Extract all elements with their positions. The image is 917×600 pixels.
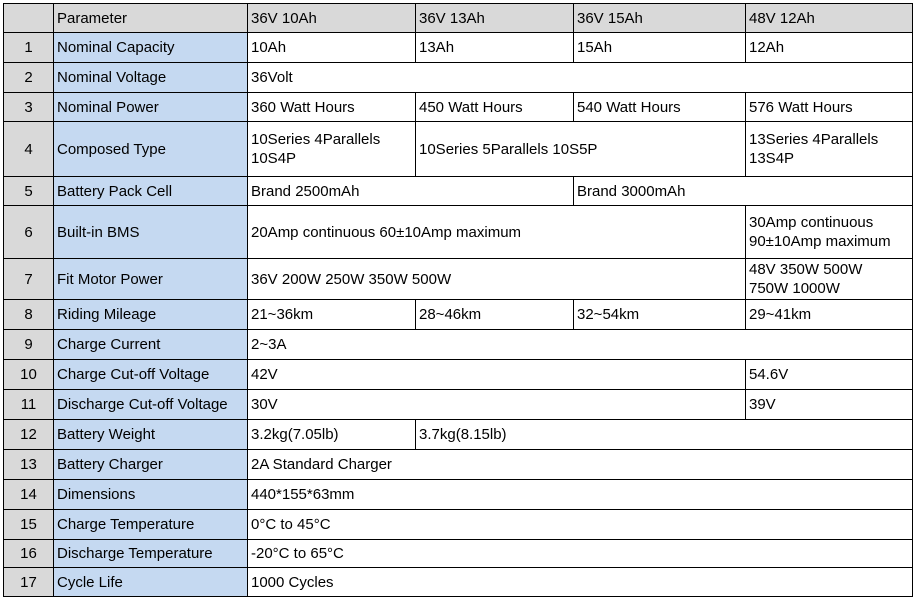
row-value: 54.6V (745, 359, 913, 390)
row-value: 3.7kg(8.15lb) (415, 419, 913, 450)
row-value: 3.2kg(7.05lb) (247, 419, 416, 450)
table-row: 12 Battery Weight 3.2kg(7.05lb) 3.7kg(8.15l… (3, 419, 913, 450)
row-index: 5 (3, 176, 54, 206)
row-value: 29~41km (745, 299, 913, 330)
row-value: 2A Standard Charger (247, 449, 913, 480)
row-parameter: Discharge Temperature (53, 539, 248, 568)
row-index: 13 (3, 449, 54, 480)
row-value: 32~54km (573, 299, 746, 330)
row-value: 20Amp continuous 60±10Amp maximum (247, 205, 746, 259)
row-value: 10Ah (247, 32, 416, 63)
row-index: 2 (3, 62, 54, 93)
row-value: 10Series 4Parallels 10S4P (247, 121, 416, 177)
spec-table: Parameter 36V 10Ah 36V 13Ah 36V 15Ah 48V 12A… (3, 3, 913, 597)
table-row: 1 Nominal Capacity 10Ah 13Ah 15Ah 12Ah (3, 32, 913, 63)
row-parameter: Fit Motor Power (53, 258, 248, 300)
table-row: 7 Fit Motor Power 36V 200W 250W 350W 500W 4… (3, 258, 913, 300)
table-row: 5 Battery Pack Cell Brand 2500mAh Brand 300… (3, 176, 913, 206)
row-value: Brand 3000mAh (573, 176, 913, 206)
row-value: 10Series 5Parallels 10S5P (415, 121, 746, 177)
row-parameter: Charge Temperature (53, 509, 248, 540)
row-value: 36Volt (247, 62, 913, 93)
row-value: 36V 200W 250W 350W 500W (247, 258, 746, 300)
header-cell: 36V 10Ah (247, 3, 416, 33)
table-row: 15 Charge Temperature 0°C to 45°C (3, 509, 913, 540)
row-parameter: Battery Pack Cell (53, 176, 248, 206)
row-parameter: Charge Cut-off Voltage (53, 359, 248, 390)
row-parameter: Built-in BMS (53, 205, 248, 259)
row-value: 360 Watt Hours (247, 92, 416, 122)
row-index: 15 (3, 509, 54, 540)
row-value: 576 Watt Hours (745, 92, 913, 122)
row-value: 440*155*63mm (247, 479, 913, 510)
row-index: 17 (3, 567, 54, 597)
header-cell: Parameter (53, 3, 248, 33)
row-index: 12 (3, 419, 54, 450)
row-parameter: Riding Mileage (53, 299, 248, 330)
table-row: 2 Nominal Voltage 36Volt (3, 62, 913, 93)
row-index: 16 (3, 539, 54, 568)
row-index: 10 (3, 359, 54, 390)
row-value: 48V 350W 500W 750W 1000W (745, 258, 913, 300)
row-parameter: Composed Type (53, 121, 248, 177)
row-index: 14 (3, 479, 54, 510)
header-cell: 36V 15Ah (573, 3, 746, 33)
table-row: 14 Dimensions 440*155*63mm (3, 479, 913, 510)
row-value: 12Ah (745, 32, 913, 63)
row-value: 39V (745, 389, 913, 420)
row-parameter: Dimensions (53, 479, 248, 510)
table-row: 8 Riding Mileage 21~36km 28~46km 32~54km 29~4… (3, 299, 913, 330)
table-row: 6 Built-in BMS 20Amp continuous 60±10Amp m… (3, 205, 913, 259)
row-value: 42V (247, 359, 746, 390)
row-parameter: Nominal Capacity (53, 32, 248, 63)
table-row: 3 Nominal Power 360 Watt Hours 450 Watt Hou… (3, 92, 913, 122)
row-value: 0°C to 45°C (247, 509, 913, 540)
row-index: 9 (3, 329, 54, 360)
row-value: 13Ah (415, 32, 574, 63)
row-value: 1000 Cycles (247, 567, 913, 597)
row-value: -20°C to 65°C (247, 539, 913, 568)
header-corner (3, 3, 54, 33)
table-body: Parameter 36V 10Ah 36V 13Ah 36V 15Ah 48V 12A… (3, 3, 913, 597)
row-parameter: Nominal Power (53, 92, 248, 122)
header-cell: 36V 13Ah (415, 3, 574, 33)
row-parameter: Charge Current (53, 329, 248, 360)
row-index: 4 (3, 121, 54, 177)
row-value: 13Series 4Parallels 13S4P (745, 121, 913, 177)
table-row: 13 Battery Charger 2A Standard Charger (3, 449, 913, 480)
row-parameter: Nominal Voltage (53, 62, 248, 93)
row-value: 15Ah (573, 32, 746, 63)
row-value: 540 Watt Hours (573, 92, 746, 122)
row-parameter: Cycle Life (53, 567, 248, 597)
header-cell: 48V 12Ah (745, 3, 913, 33)
row-value: 450 Watt Hours (415, 92, 574, 122)
row-value: 28~46km (415, 299, 574, 330)
table-row: 4 Composed Type 10Series 4Parallels 10S4P 1… (3, 121, 913, 177)
row-value: 21~36km (247, 299, 416, 330)
row-parameter: Battery Weight (53, 419, 248, 450)
row-value: 30Amp continuous 90±10Amp maximum (745, 205, 913, 259)
row-value: 30V (247, 389, 746, 420)
row-index: 8 (3, 299, 54, 330)
row-value: 2~3A (247, 329, 913, 360)
row-index: 7 (3, 258, 54, 300)
table-row: Parameter 36V 10Ah 36V 13Ah 36V 15Ah 48V 12A… (3, 3, 913, 33)
row-index: 6 (3, 205, 54, 259)
row-value: Brand 2500mAh (247, 176, 574, 206)
row-parameter: Discharge Cut-off Voltage (53, 389, 248, 420)
table-row: 9 Charge Current 2~3A (3, 329, 913, 360)
table-row: 17 Cycle Life 1000 Cycles (3, 567, 913, 597)
row-parameter: Battery Charger (53, 449, 248, 480)
table-row: 11 Discharge Cut-off Voltage 30V 39V (3, 389, 913, 420)
row-index: 11 (3, 389, 54, 420)
table-row: 16 Discharge Temperature -20°C to 65°C (3, 539, 913, 568)
row-index: 1 (3, 32, 54, 63)
table-row: 10 Charge Cut-off Voltage 42V 54.6V (3, 359, 913, 390)
row-index: 3 (3, 92, 54, 122)
